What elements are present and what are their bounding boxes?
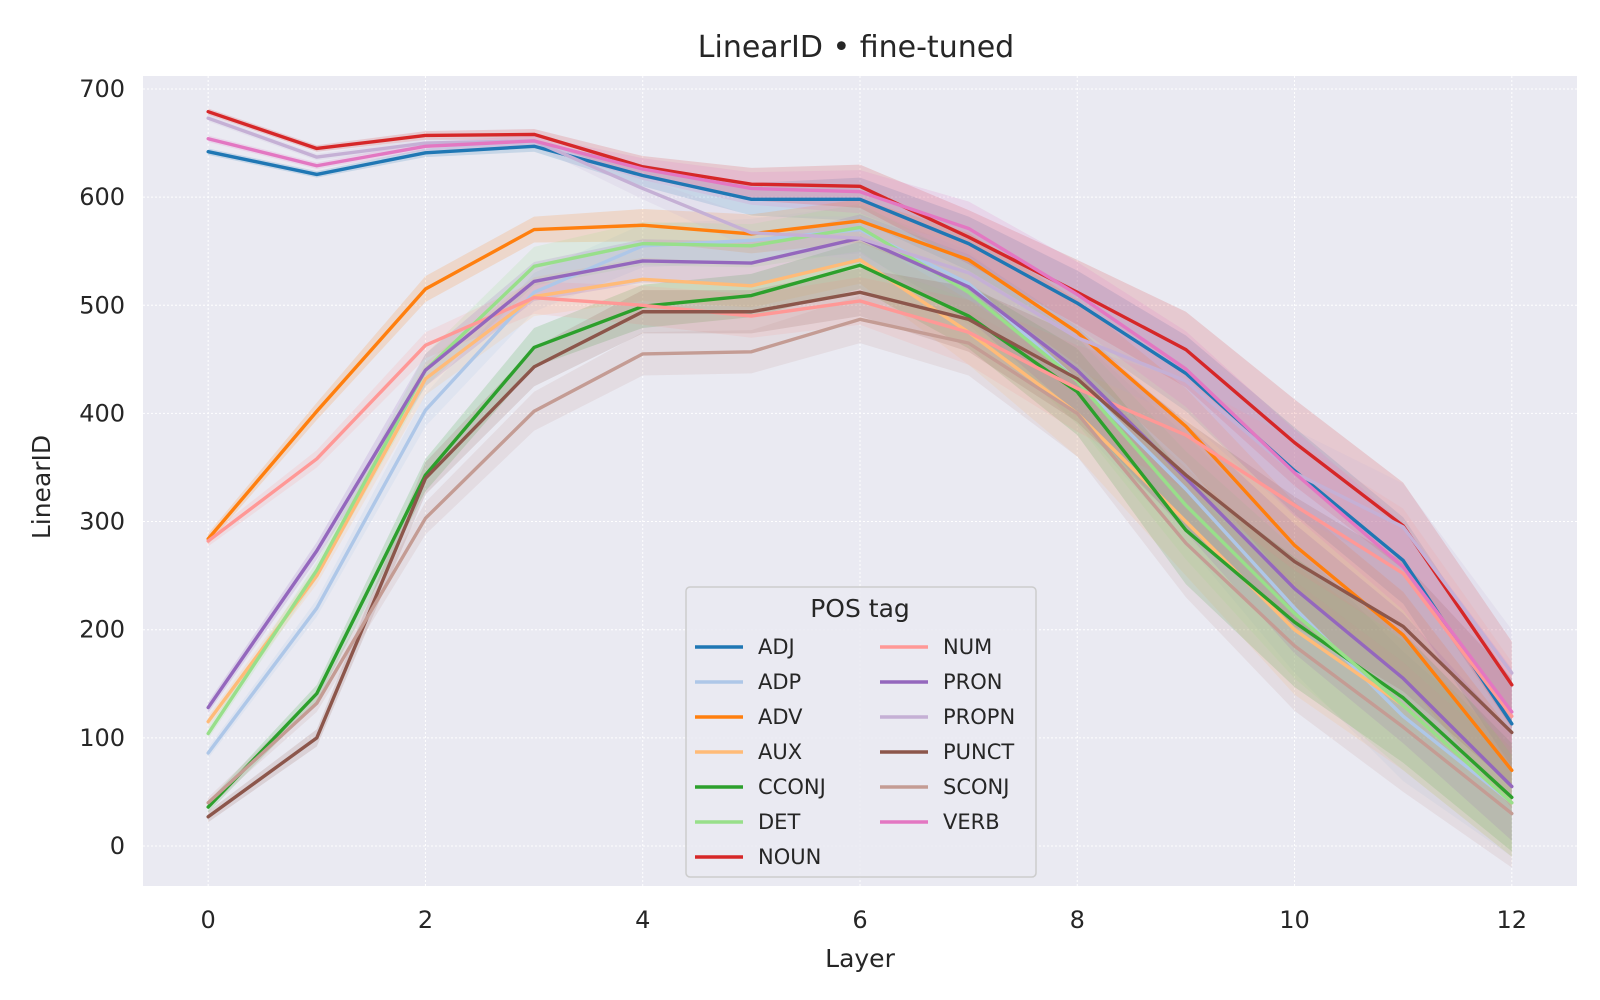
y-tick-label: 200 [79, 616, 125, 644]
y-tick-label: 100 [79, 724, 125, 752]
x-tick-label: 12 [1497, 906, 1528, 934]
x-tick-label: 8 [1070, 906, 1085, 934]
legend-label: AUX [758, 740, 802, 764]
y-tick-label: 500 [79, 291, 125, 319]
legend-title: POS tag [810, 594, 910, 623]
y-tick-label: 0 [110, 832, 125, 860]
x-tick-label: 4 [635, 906, 650, 934]
legend-label: ADJ [758, 635, 795, 659]
legend-label: SCONJ [943, 775, 1009, 799]
legend-label: NOUN [758, 845, 821, 869]
legend-label: PRON [943, 670, 1003, 694]
legend-label: PROPN [943, 705, 1015, 729]
legend-label: DET [758, 810, 800, 834]
x-tick-label: 0 [201, 906, 216, 934]
x-tick-label: 6 [852, 906, 867, 934]
y-tick-label: 600 [79, 183, 125, 211]
chart-title: LinearID • fine-tuned [698, 30, 1014, 65]
y-axis-label: LinearID [27, 435, 56, 539]
legend: POS tag ADJ ADP ADV AUX CCONJ DET NOUN NUM PRON P… [686, 587, 1036, 877]
legend-label: NUM [943, 635, 992, 659]
legend-label: PUNCT [943, 740, 1014, 764]
x-axis-label: Layer [825, 944, 895, 973]
legend-label: ADP [758, 670, 801, 694]
x-tick-label: 10 [1279, 906, 1310, 934]
x-tick-label: 2 [418, 906, 433, 934]
y-tick-label: 400 [79, 399, 125, 427]
legend-label: CCONJ [758, 775, 826, 799]
legend-label: VERB [943, 810, 1000, 834]
y-tick-label: 300 [79, 508, 125, 536]
y-tick-label: 700 [79, 75, 125, 103]
legend-label: ADV [758, 705, 803, 729]
